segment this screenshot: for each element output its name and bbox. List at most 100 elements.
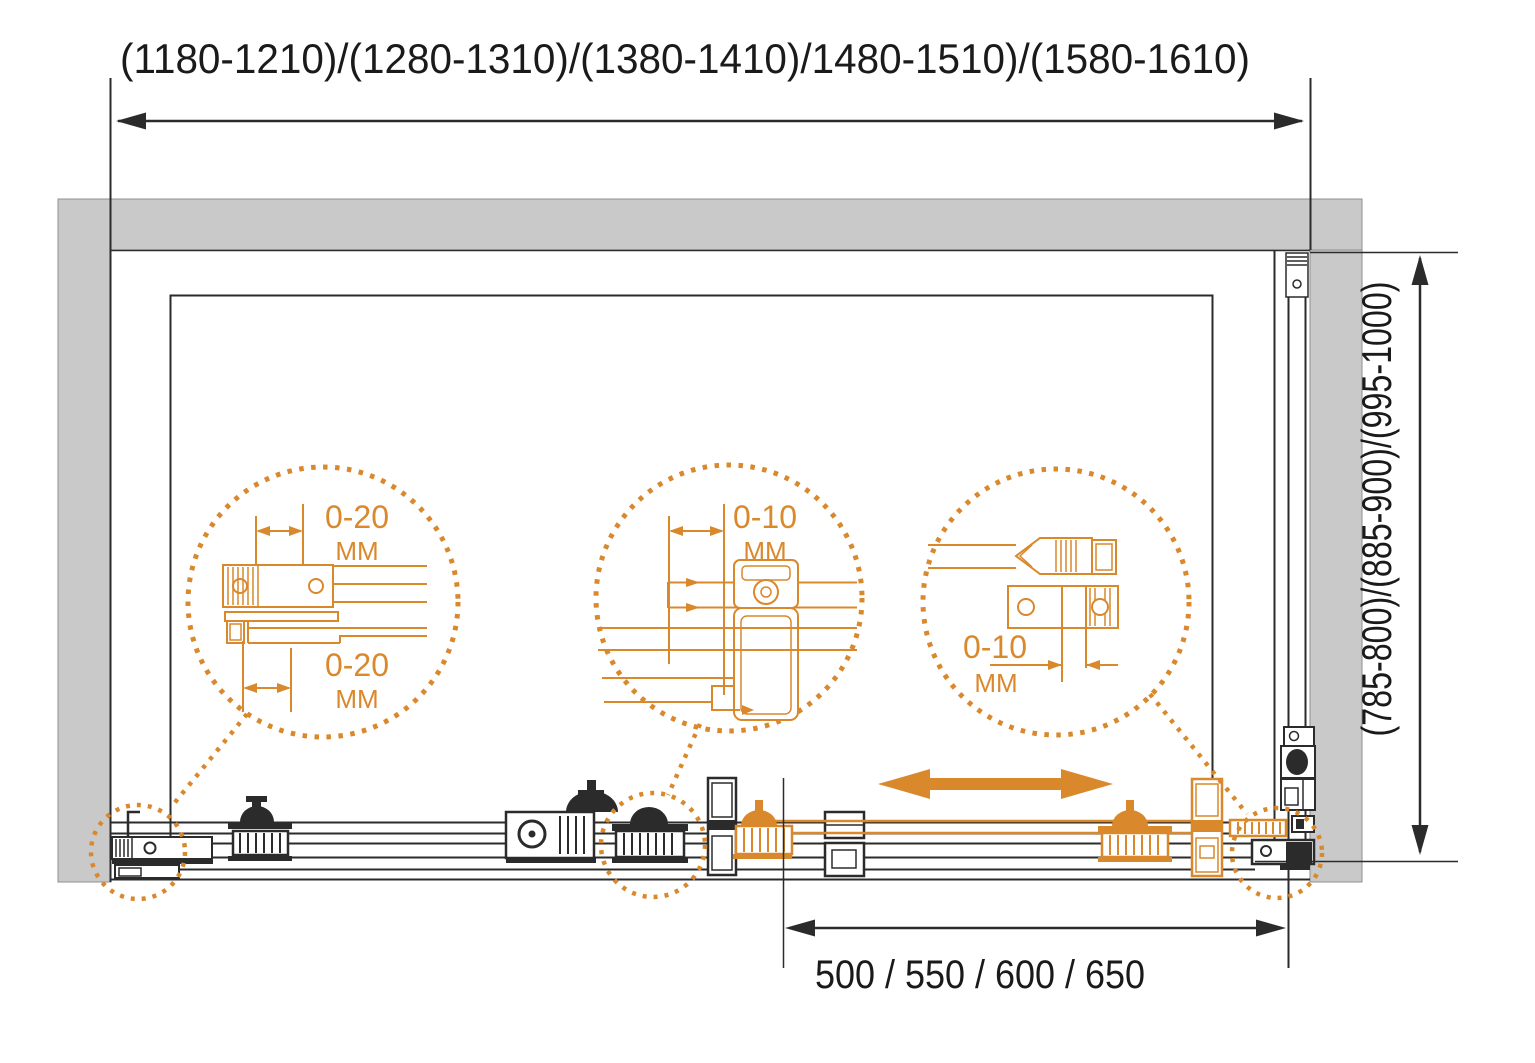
- roller-assembly-left: [228, 796, 292, 861]
- roller-foot: [228, 856, 292, 861]
- callout-circle-left: [185, 464, 461, 740]
- hardware-black: [111, 726, 1316, 879]
- roller-dome: [1112, 810, 1148, 826]
- dim-arrow: [243, 683, 257, 693]
- housing-ribs: [559, 816, 585, 854]
- wall-bracket-left: [111, 810, 213, 879]
- ext-lines-top: [255, 504, 304, 572]
- wall-profile-hardware: [1280, 726, 1316, 833]
- roller-body: [231, 829, 290, 857]
- roller-foot: [1098, 857, 1172, 862]
- profile-bracket-screw: [1288, 730, 1300, 742]
- dimension-top: (1180-1210)/(1280-1310)/(1380-1410)/1480…: [116, 35, 1304, 130]
- bracket-screw: [143, 841, 157, 855]
- guide-lines: [333, 565, 427, 603]
- wall-top: [57, 198, 1363, 251]
- slide-direction-arrow: [878, 769, 1113, 799]
- profile-bracket: [222, 564, 334, 608]
- housing-foot: [506, 858, 596, 863]
- callout-left-bottom-value: 0-20: [325, 647, 389, 683]
- door-end-bracket: [1228, 818, 1288, 838]
- bar-dividers: [1061, 586, 1087, 628]
- roller-screw: [1260, 845, 1272, 857]
- end-profile-inner-bottom: [1195, 837, 1219, 873]
- lower-block-inner: [229, 623, 242, 641]
- leader-middle: [665, 723, 703, 796]
- arrow-head-left: [878, 769, 930, 799]
- handle-bottom-inner: [831, 849, 857, 869]
- bracket-bar: [112, 860, 213, 864]
- dimension-right: (785-800)/(885-900)/(995-1000): [1255, 251, 1458, 863]
- door-end-profile: [1190, 777, 1224, 878]
- stile-inner-bottom: [711, 835, 733, 871]
- profile-body: [733, 607, 799, 721]
- zoom-source-circle-middle: [598, 790, 708, 900]
- roller-foot: [733, 854, 792, 859]
- connector-chevron: [1018, 544, 1033, 568]
- bracket-body: [111, 836, 213, 860]
- zoom-source-circle-right: [1229, 805, 1325, 901]
- stile-band: [708, 820, 736, 830]
- leader-right: [1148, 692, 1249, 816]
- end-profile-pocket: [1199, 845, 1215, 859]
- dim-arrow: [669, 526, 683, 536]
- roller-ribs: [623, 833, 673, 855]
- arrow-shaft: [925, 778, 1085, 790]
- roller-bottom-right: [1250, 838, 1316, 870]
- roller-dome: [630, 807, 668, 824]
- dim-arrow: [256, 526, 270, 536]
- callout-middle-content: 0-10 MM: [598, 499, 857, 721]
- callout-middle-unit: MM: [743, 536, 786, 566]
- right-dimension-label: (785-800)/(885-900)/(995-1000): [1353, 282, 1400, 737]
- door-roller-left: [733, 800, 794, 859]
- roller-foot: [1280, 864, 1310, 870]
- ext-lines: [1061, 628, 1087, 682]
- door-stile: [706, 776, 738, 877]
- clip-arrow-top: [686, 578, 700, 587]
- dim-arrow: [277, 683, 291, 693]
- guide-lines-top: [928, 544, 1016, 569]
- profile-roller-blob: [1286, 749, 1308, 775]
- callout-right-unit: MM: [974, 668, 1017, 698]
- connector-outline: [1014, 537, 1093, 575]
- profile-wheel: [753, 579, 779, 605]
- bar-hole-left: [1017, 598, 1035, 616]
- bracket-hook: [126, 810, 140, 838]
- roller-assembly-mid: [504, 780, 618, 863]
- dim-arrow: [289, 526, 303, 536]
- stile-inner-top: [711, 782, 733, 818]
- top-dimension-label: (1180-1210)/(1280-1310)/(1380-1410)/1480…: [120, 35, 1250, 82]
- walls: [57, 198, 1363, 883]
- callout-left-bottom-unit: MM: [335, 684, 378, 714]
- arrow-head-right: [1061, 769, 1113, 799]
- roller-ribs: [1109, 835, 1159, 855]
- ext-lines-bottom: [242, 641, 292, 712]
- roller-body: [614, 829, 686, 859]
- dimension-bottom: 500 / 550 / 600 / 650: [782, 778, 1286, 997]
- bracket-hole-right: [308, 578, 324, 594]
- wall-profile-screw-hole: [1292, 279, 1302, 289]
- dim-arrow-up: [1411, 255, 1429, 285]
- profile-lower-inner: [1284, 787, 1299, 806]
- lower-profile: [247, 621, 427, 644]
- end-bracket-ribs: [1237, 822, 1281, 834]
- dim-arrow-down: [1411, 825, 1429, 855]
- clip-arrow-bottom: [686, 603, 700, 612]
- profile-body-inner: [740, 615, 792, 715]
- sliding-door-orange: [733, 769, 1288, 878]
- dim-arrow-right: [1256, 919, 1286, 937]
- door-roller-right: [1098, 800, 1172, 862]
- dim-arrow-left: [116, 112, 146, 130]
- dim-arrow: [710, 526, 724, 536]
- dim-arrow-left: [785, 919, 815, 937]
- leader-left: [170, 712, 249, 808]
- callout-left-top-value: 0-20: [325, 499, 389, 535]
- roller-foot: [612, 858, 688, 863]
- connector-ribs: [1055, 540, 1077, 572]
- callout-right-content: 0-10 MM: [928, 537, 1119, 698]
- dim-arrow-right: [1274, 112, 1304, 130]
- connector-cap-inner: [1095, 543, 1113, 571]
- callout-right-value: 0-10: [963, 629, 1027, 665]
- bracket-hole-left: [232, 578, 248, 594]
- wall-profile-top-hatch: [1287, 256, 1307, 266]
